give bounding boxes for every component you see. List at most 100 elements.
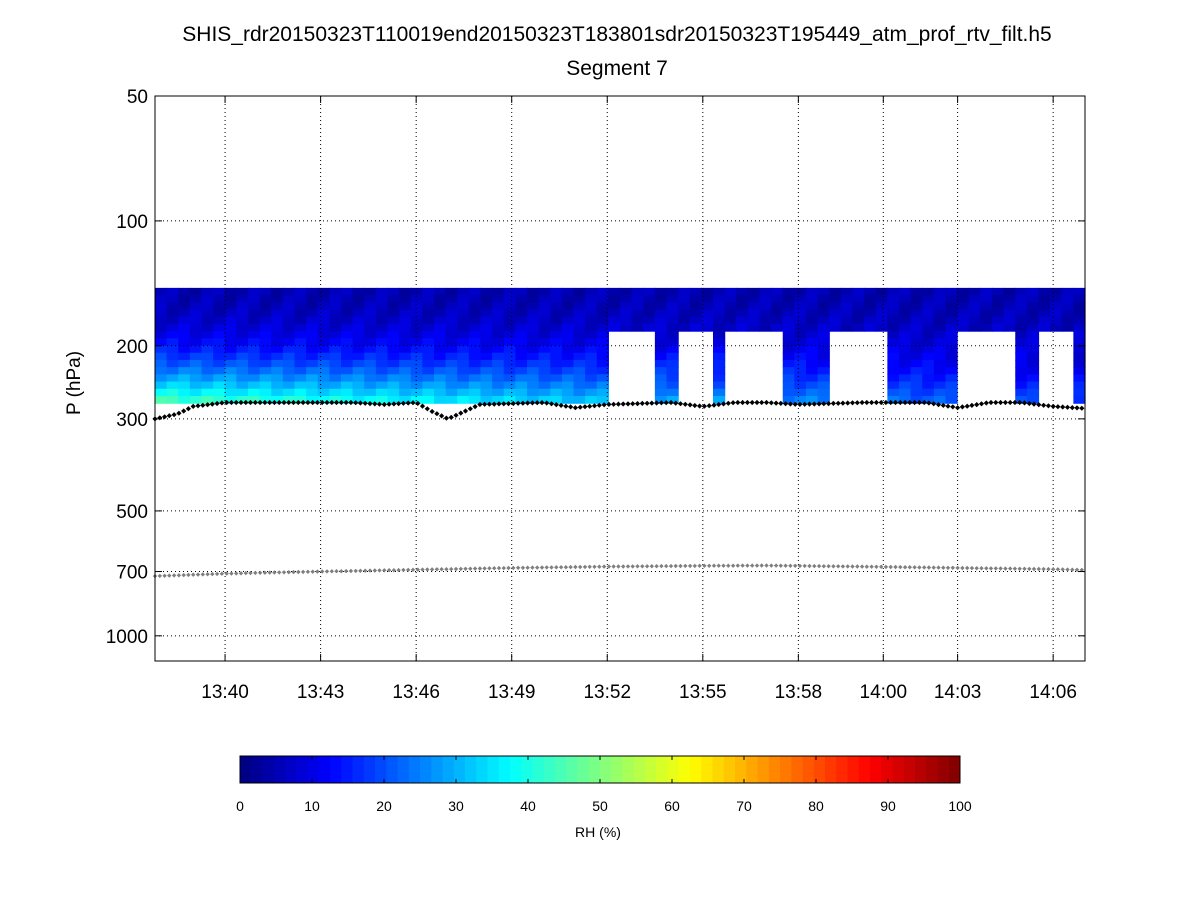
heatmap-cell <box>352 359 365 368</box>
colorbar-swatch <box>420 756 432 783</box>
heatmap-cell <box>631 323 644 332</box>
heatmap-cell <box>933 287 947 296</box>
heatmap-cell <box>282 381 296 390</box>
heatmap-cell <box>620 302 633 311</box>
heatmap-cell <box>864 295 877 303</box>
series-marker <box>892 399 899 406</box>
series-marker <box>644 564 650 569</box>
series-marker <box>243 399 249 406</box>
heatmap-cell <box>713 287 726 296</box>
series-marker <box>525 400 531 406</box>
heatmap-cell <box>155 295 168 303</box>
heatmap-cell <box>503 331 516 339</box>
series-marker <box>296 569 301 575</box>
heatmap-cell <box>759 287 772 296</box>
heatmap-cell <box>817 352 830 361</box>
series-marker <box>167 573 172 578</box>
heatmap-cell <box>782 323 795 332</box>
series-marker <box>563 403 569 409</box>
heatmap-cell <box>282 359 296 368</box>
series-marker <box>429 408 435 415</box>
colorbar-swatch <box>926 756 938 783</box>
heatmap-cell <box>666 331 679 339</box>
heatmap-cell <box>794 323 807 332</box>
series-marker <box>1046 566 1051 572</box>
heatmap-cell <box>887 309 900 318</box>
heatmap-cell <box>864 323 877 332</box>
heatmap-cell <box>724 295 737 303</box>
series-marker <box>1021 400 1028 406</box>
series-marker <box>587 564 592 569</box>
series-marker <box>859 399 865 406</box>
series-marker <box>343 399 349 406</box>
series-marker <box>171 573 177 578</box>
heatmap-cell <box>236 381 249 390</box>
heatmap-cell <box>585 374 598 383</box>
heatmap-cell <box>794 338 807 347</box>
series-marker <box>424 406 430 412</box>
colorbar-swatch <box>948 756 961 783</box>
series-marker <box>1069 405 1075 411</box>
series-marker <box>935 402 942 408</box>
heatmap-cell <box>585 367 598 375</box>
series-marker <box>845 564 850 569</box>
heatmap-cell <box>515 316 528 325</box>
heatmap-cell <box>899 309 912 318</box>
heatmap-cell <box>922 316 935 325</box>
heatmap-cell <box>457 388 470 397</box>
heatmap-cell <box>910 316 923 325</box>
series-marker <box>984 566 989 571</box>
colorbar-swatch <box>768 756 781 783</box>
heatmap-cell <box>922 338 935 347</box>
heatmap-cell <box>527 287 540 296</box>
heatmap-cell <box>306 395 319 404</box>
heatmap-cell <box>201 367 214 375</box>
heatmap-cell <box>259 323 272 332</box>
heatmap-cell <box>259 331 272 339</box>
colorbar-swatch <box>453 756 466 783</box>
heatmap-cell <box>248 367 261 375</box>
series-marker <box>836 564 841 569</box>
heatmap-cell <box>968 309 981 318</box>
heatmap-cell <box>666 309 679 318</box>
heatmap-cell <box>213 388 226 397</box>
heatmap-cell <box>654 381 668 390</box>
colorbar-swatch <box>397 756 410 783</box>
series-marker <box>831 564 836 569</box>
colorbar-swatch <box>723 756 736 783</box>
heatmap-cell <box>201 359 214 368</box>
series-marker <box>257 399 263 406</box>
heatmap-cell <box>306 345 319 354</box>
heatmap-cell <box>503 295 516 303</box>
heatmap-cell <box>794 316 807 325</box>
heatmap-cell <box>887 295 900 303</box>
heatmap-cell <box>422 374 435 383</box>
heatmap-cell <box>480 302 493 311</box>
series-marker <box>214 400 220 407</box>
heatmap-cell <box>1073 359 1086 368</box>
heatmap-cell <box>468 352 482 361</box>
heatmap-cell <box>1073 295 1086 303</box>
series-marker <box>816 563 822 569</box>
heatmap-cell <box>840 302 854 311</box>
series-marker <box>310 399 316 406</box>
heatmap-cell <box>259 287 272 296</box>
heatmap-cell <box>422 338 435 347</box>
heatmap-cell <box>527 338 540 347</box>
heatmap-cell <box>155 395 168 404</box>
series-marker <box>157 573 162 579</box>
heatmap-cell <box>654 316 668 325</box>
heatmap-cell <box>666 374 679 383</box>
series-marker <box>458 410 464 416</box>
heatmap-cell <box>747 295 761 303</box>
heatmap-cell <box>155 352 168 361</box>
series-marker <box>305 569 311 574</box>
heatmap-cell <box>782 352 795 361</box>
series-marker <box>210 571 215 577</box>
heatmap-cell <box>527 381 540 390</box>
series-marker <box>620 401 626 407</box>
heatmap-cell <box>503 309 516 318</box>
heatmap-cell <box>608 323 621 332</box>
heatmap-cell <box>178 323 191 332</box>
series-marker <box>888 399 894 406</box>
